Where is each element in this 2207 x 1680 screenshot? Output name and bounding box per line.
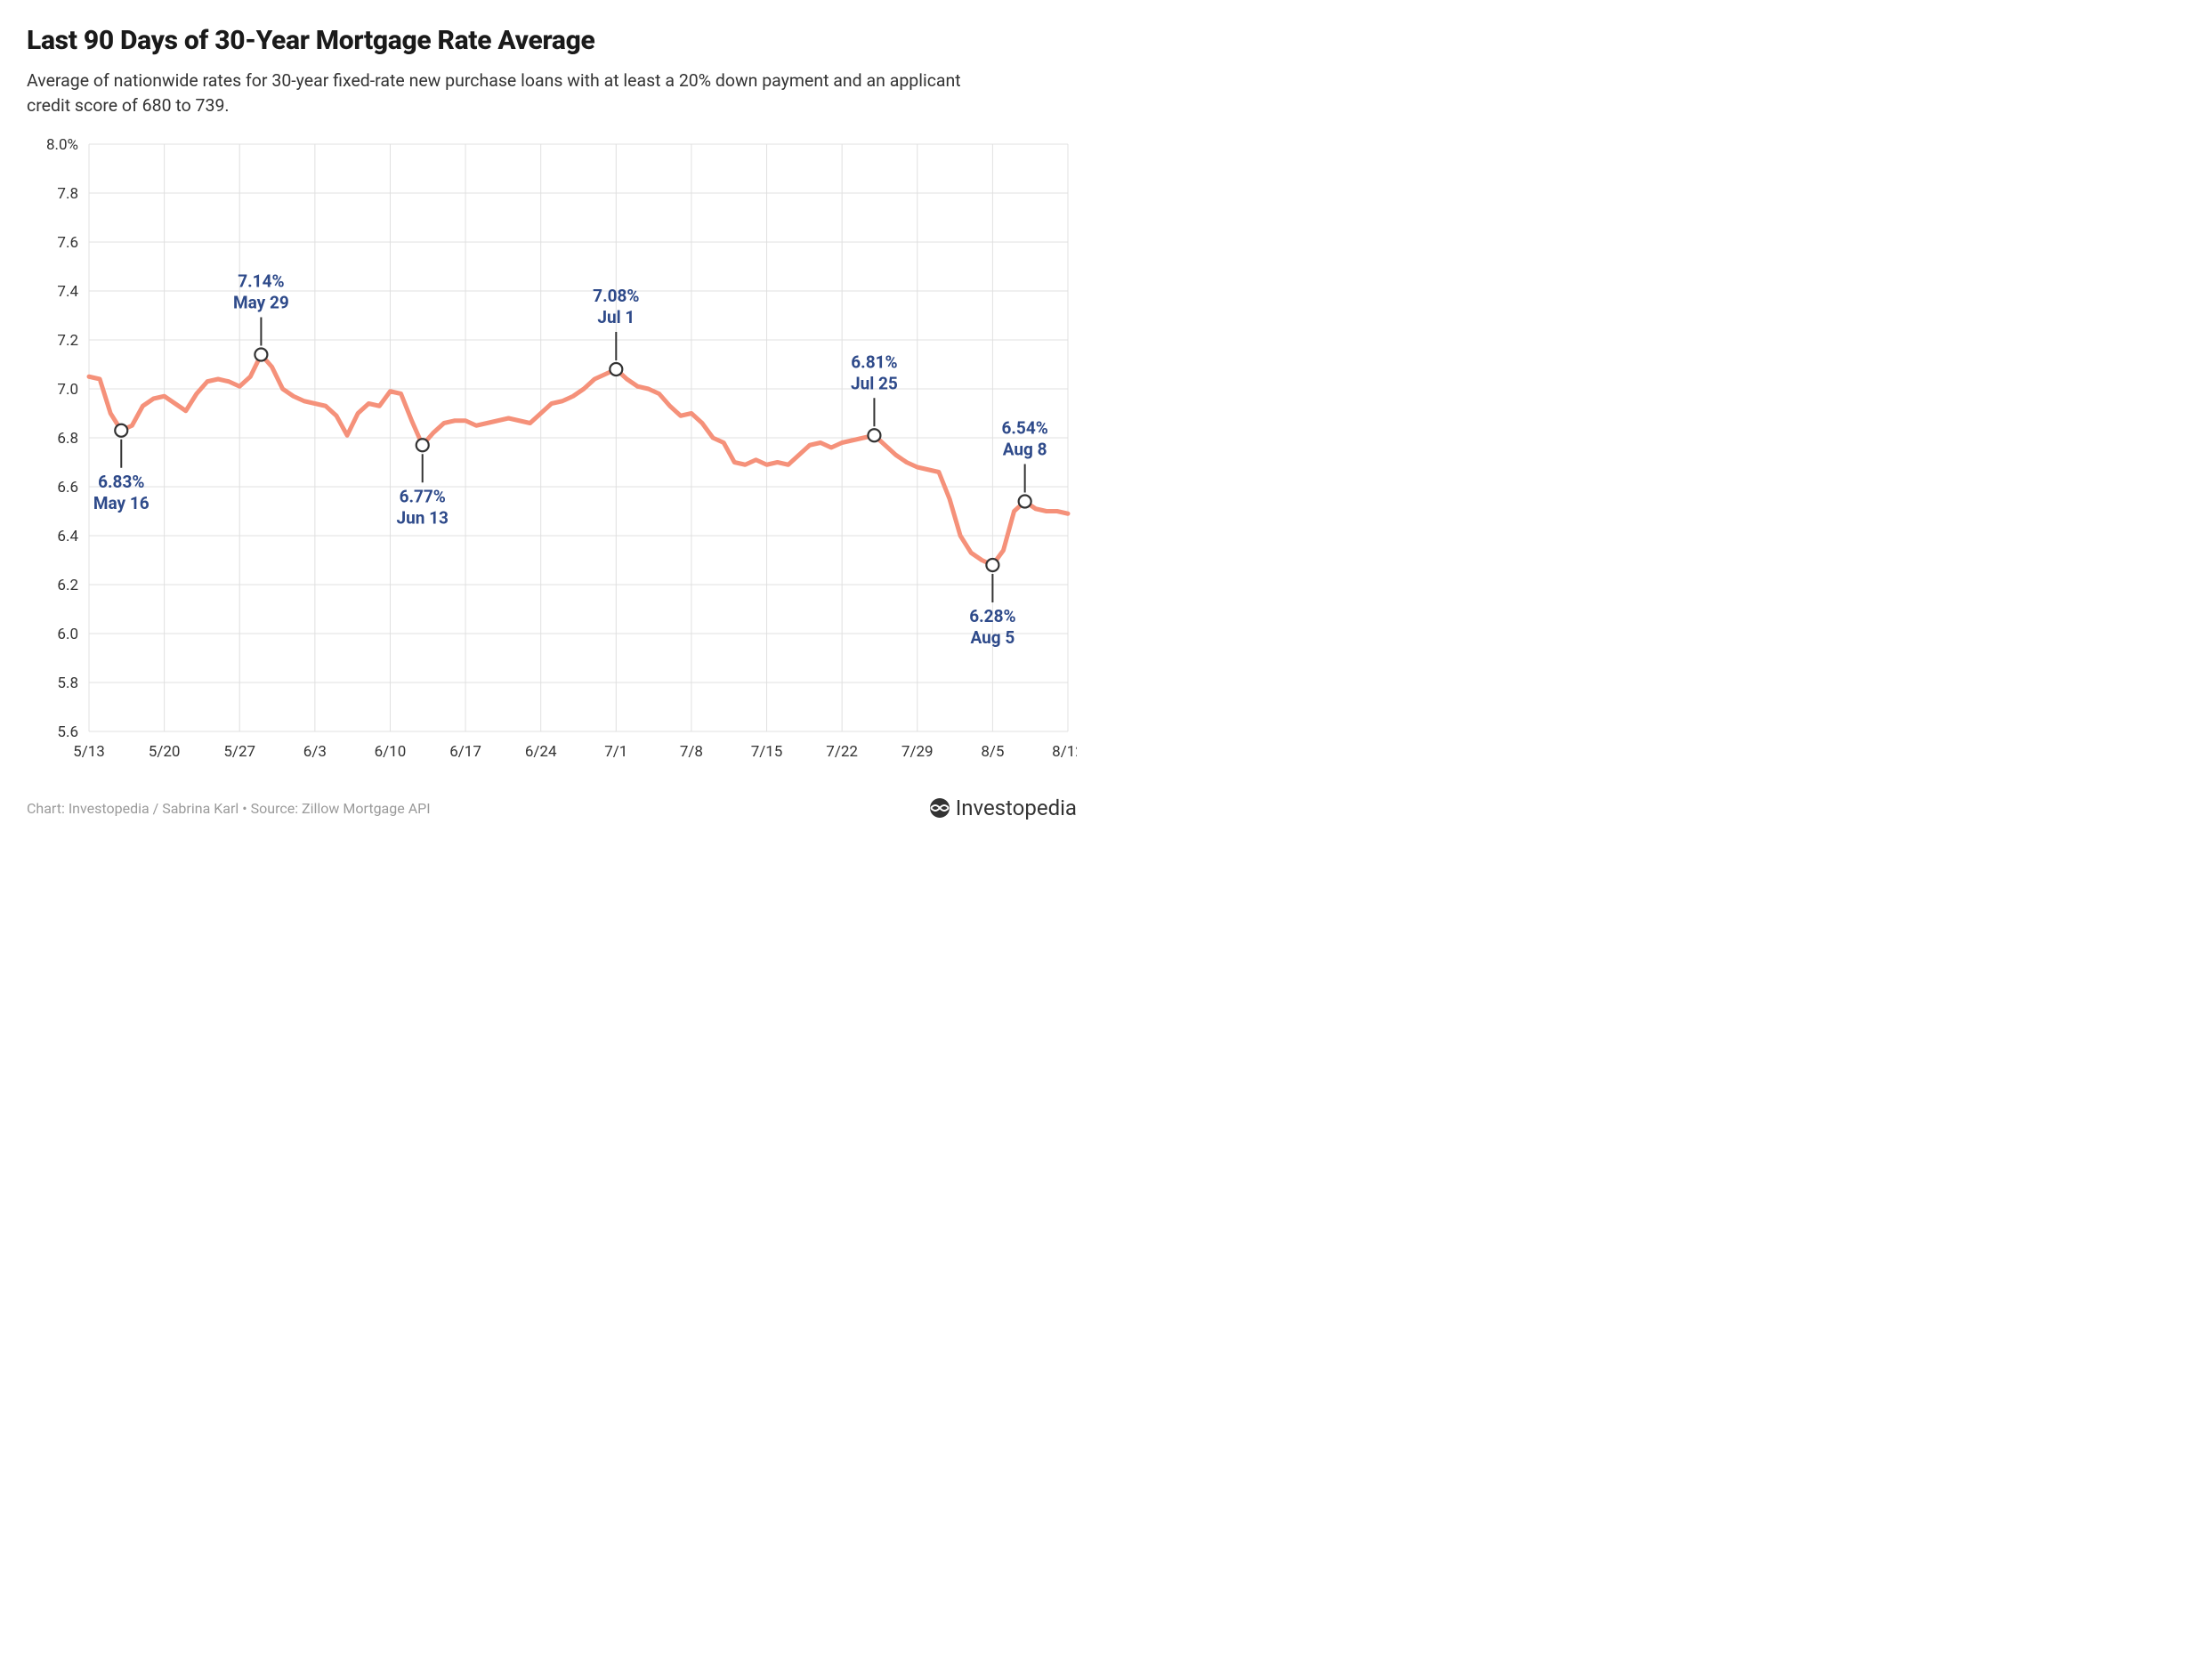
svg-text:6.2: 6.2	[57, 577, 78, 594]
svg-text:7.14%: 7.14%	[238, 271, 284, 291]
svg-text:Jul 25: Jul 25	[851, 373, 898, 393]
svg-text:7.4: 7.4	[57, 283, 78, 301]
svg-text:8/5: 8/5	[981, 743, 1004, 761]
svg-text:Aug 5: Aug 5	[970, 627, 1015, 648]
globe-icon	[929, 797, 950, 819]
svg-text:7/15: 7/15	[751, 743, 783, 761]
svg-text:Aug 8: Aug 8	[1003, 439, 1047, 459]
svg-text:Jun 13: Jun 13	[397, 507, 449, 528]
svg-text:7.0: 7.0	[57, 381, 78, 399]
svg-text:7.6: 7.6	[57, 234, 78, 252]
svg-text:5.6: 5.6	[57, 723, 78, 741]
chart-credit: Chart: Investopedia / Sabrina Karl • Sou…	[27, 800, 431, 817]
svg-text:7.08%: 7.08%	[593, 286, 639, 306]
svg-text:May 29: May 29	[233, 292, 289, 312]
svg-text:6.6: 6.6	[57, 479, 78, 497]
svg-text:6.8: 6.8	[57, 430, 78, 448]
svg-text:6/17: 6/17	[449, 743, 481, 761]
svg-text:6/3: 6/3	[303, 743, 327, 761]
chart-subtitle: Average of nationwide rates for 30-year …	[27, 69, 1006, 119]
svg-text:6.0: 6.0	[57, 626, 78, 643]
svg-text:6.28%: 6.28%	[969, 606, 1015, 626]
svg-text:7.2: 7.2	[57, 332, 78, 350]
svg-text:5/27: 5/27	[223, 743, 255, 761]
brand-logo: Investopedia	[929, 796, 1077, 820]
svg-text:Jul 1: Jul 1	[597, 307, 635, 327]
line-chart-svg: 8.0% 7.8 7.6 7.4 7.2 7.0 6.8 6.6 6.4 6.2 6.0 5.8 5.6…	[27, 135, 1077, 776]
svg-text:5/20: 5/20	[149, 743, 181, 761]
svg-text:6.54%: 6.54%	[1002, 417, 1048, 438]
svg-text:6.4: 6.4	[57, 528, 78, 545]
svg-text:7.8: 7.8	[57, 185, 78, 203]
chart-area: 8.0% 7.8 7.6 7.4 7.2 7.0 6.8 6.6 6.4 6.2 6.0 5.8 5.6…	[27, 135, 1077, 776]
svg-text:7/22: 7/22	[826, 743, 858, 761]
svg-text:7/1: 7/1	[604, 743, 627, 761]
svg-text:7/8: 7/8	[680, 743, 703, 761]
svg-text:8.0%: 8.0%	[46, 136, 78, 154]
svg-text:6/24: 6/24	[525, 743, 557, 761]
svg-text:7/29: 7/29	[901, 743, 934, 761]
svg-text:6.77%: 6.77%	[400, 486, 446, 506]
brand-name: Investopedia	[956, 796, 1077, 820]
svg-text:5/13: 5/13	[73, 743, 105, 761]
chart-title: Last 90 Days of 30-Year Mortgage Rate Av…	[27, 25, 1077, 56]
svg-text:5.8: 5.8	[57, 674, 78, 692]
svg-text:6/10: 6/10	[375, 743, 407, 761]
svg-text:8/12: 8/12	[1052, 743, 1077, 761]
svg-text:6.81%: 6.81%	[851, 351, 897, 372]
svg-text:6.83%: 6.83%	[98, 471, 144, 491]
svg-text:May 16: May 16	[93, 492, 150, 513]
